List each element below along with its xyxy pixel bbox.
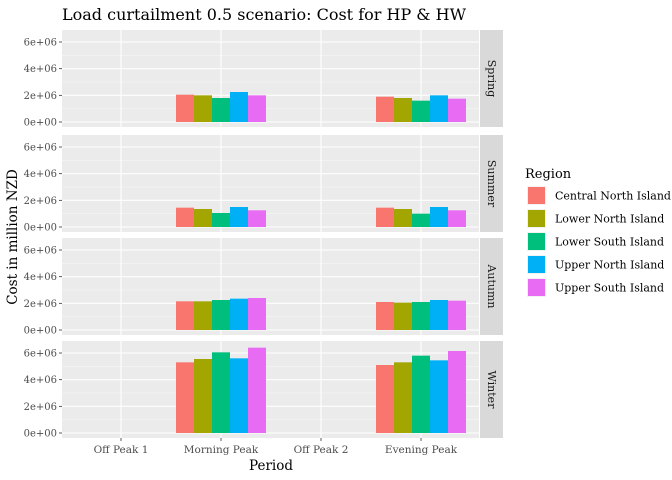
legend-swatch bbox=[528, 187, 545, 204]
bar-summer-2-5 bbox=[248, 210, 266, 227]
bar-autumn-4-1 bbox=[376, 302, 394, 330]
facet-panel-autumn: 0e+00 2e+06 4e+06 6e+06 Autumn bbox=[24, 238, 503, 337]
bar-spring-4-3 bbox=[412, 100, 430, 122]
legend-title: Region bbox=[525, 167, 572, 182]
bar-winter-4-4 bbox=[430, 360, 448, 433]
legend-label: Lower North Island bbox=[555, 213, 664, 226]
bar-autumn-2-5 bbox=[248, 298, 266, 330]
facet-panel-spring: 0e+00 2e+06 4e+06 6e+06 Spring bbox=[24, 30, 503, 129]
bar-winter-4-1 bbox=[376, 365, 394, 433]
facet-strip bbox=[480, 30, 503, 127]
y-tick-label: 2e+06 bbox=[24, 402, 57, 413]
y-tick-label: 6e+06 bbox=[24, 143, 57, 154]
bar-spring-2-5 bbox=[248, 95, 266, 122]
facet-strip-label: Summer bbox=[485, 160, 498, 208]
facet-strip bbox=[480, 341, 503, 438]
bar-spring-2-2 bbox=[194, 95, 212, 122]
legend-swatch bbox=[528, 210, 545, 227]
y-tick-label: 0e+00 bbox=[24, 223, 57, 234]
bar-spring-2-4 bbox=[230, 92, 248, 122]
bar-summer-2-3 bbox=[212, 213, 230, 227]
facet-panel-summer: 0e+00 2e+06 4e+06 6e+06 Summer bbox=[24, 135, 503, 234]
facet-strip-label: Spring bbox=[485, 60, 498, 97]
legend-swatch bbox=[528, 279, 545, 296]
bar-summer-2-4 bbox=[230, 207, 248, 227]
facet-strip-label: Autumn bbox=[485, 263, 498, 308]
x-axis-title: Period bbox=[249, 458, 293, 474]
y-tick-label: 4e+06 bbox=[24, 375, 57, 386]
legend-swatch bbox=[528, 256, 545, 273]
bar-winter-2-2 bbox=[194, 359, 212, 433]
y-tick-label: 2e+06 bbox=[24, 91, 57, 102]
x-tick-label: Off Peak 1 bbox=[94, 444, 149, 456]
bar-winter-4-5 bbox=[448, 351, 466, 433]
x-tick-label: Evening Peak bbox=[385, 444, 458, 456]
bar-autumn-2-3 bbox=[212, 300, 230, 330]
y-tick-label: 6e+06 bbox=[24, 246, 57, 257]
bar-autumn-4-2 bbox=[394, 302, 412, 330]
bar-autumn-4-3 bbox=[412, 302, 430, 330]
chart-title: Load curtailment 0.5 scenario: Cost for … bbox=[62, 5, 467, 24]
y-tick-label: 0e+00 bbox=[24, 429, 57, 440]
bar-spring-4-4 bbox=[430, 95, 448, 122]
y-tick-label: 0e+00 bbox=[24, 326, 57, 337]
legend-swatch bbox=[528, 233, 545, 250]
y-tick-label: 4e+06 bbox=[24, 64, 57, 75]
bar-summer-4-3 bbox=[412, 213, 430, 227]
legend-label: Upper North Island bbox=[555, 259, 664, 272]
x-tick-label: Off Peak 2 bbox=[294, 444, 349, 456]
y-tick-label: 4e+06 bbox=[24, 169, 57, 180]
facet-panels: 0e+00 2e+06 4e+06 6e+06 Spring 0e+00 2e+06 4e+0… bbox=[24, 30, 503, 440]
y-tick-label: 6e+06 bbox=[24, 38, 57, 49]
bar-autumn-4-5 bbox=[448, 300, 466, 330]
bar-summer-4-2 bbox=[394, 209, 412, 227]
bar-spring-2-1 bbox=[176, 94, 194, 122]
bar-autumn-2-1 bbox=[176, 301, 194, 330]
bar-winter-2-3 bbox=[212, 352, 230, 433]
y-tick-label: 0e+00 bbox=[24, 118, 57, 129]
bar-winter-2-1 bbox=[176, 362, 194, 433]
y-tick-label: 2e+06 bbox=[24, 196, 57, 207]
bar-spring-4-5 bbox=[448, 98, 466, 122]
facet-strip-label: Winter bbox=[485, 371, 498, 410]
legend-label: Lower South Island bbox=[555, 236, 664, 249]
y-tick-label: 4e+06 bbox=[24, 272, 57, 283]
bar-autumn-4-4 bbox=[430, 300, 448, 330]
bar-autumn-2-2 bbox=[194, 301, 212, 330]
bar-summer-2-1 bbox=[176, 207, 194, 227]
bar-winter-4-2 bbox=[394, 362, 412, 433]
y-axis-title: Cost in million NZD bbox=[5, 169, 21, 305]
facet-strip bbox=[480, 238, 503, 335]
facet-panel-winter: 0e+00 2e+06 4e+06 6e+06 Winter bbox=[24, 341, 503, 440]
bar-winter-2-4 bbox=[230, 358, 248, 433]
x-tick-label: Morning Peak bbox=[184, 444, 259, 456]
y-tick-label: 6e+06 bbox=[24, 349, 57, 360]
bar-spring-4-1 bbox=[376, 96, 394, 122]
y-tick-label: 2e+06 bbox=[24, 299, 57, 310]
x-axis-ticks: Off Peak 1 Morning Peak Off Peak 2 Evening … bbox=[94, 438, 458, 456]
legend-label: Upper South Island bbox=[555, 282, 664, 295]
bar-summer-4-5 bbox=[448, 210, 466, 227]
bar-summer-4-1 bbox=[376, 207, 394, 227]
bar-winter-2-5 bbox=[248, 347, 266, 433]
bar-spring-2-3 bbox=[212, 98, 230, 122]
legend-label: Central North Island bbox=[555, 190, 671, 203]
bar-summer-4-4 bbox=[430, 207, 448, 227]
legend: Region Central North Island Lower North I… bbox=[525, 167, 671, 297]
bar-winter-4-3 bbox=[412, 355, 430, 433]
bar-autumn-2-4 bbox=[230, 298, 248, 330]
facet-strip bbox=[480, 135, 503, 232]
bar-spring-4-2 bbox=[394, 98, 412, 122]
bar-summer-2-2 bbox=[194, 209, 212, 227]
